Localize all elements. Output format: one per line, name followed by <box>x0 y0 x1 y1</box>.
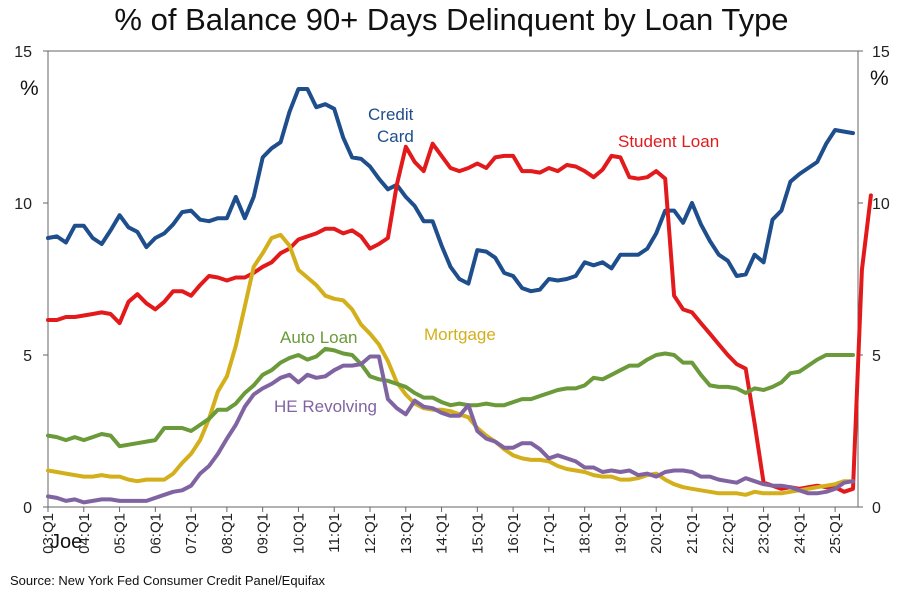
y-right-tick-label: 0 <box>872 500 881 517</box>
x-tick-label: 23:Q1 <box>756 513 773 554</box>
y-right-tick-label: 5 <box>872 348 881 365</box>
x-tick-label: 03:Q1 <box>40 513 57 554</box>
chart-title: % of Balance 90+ Days Delinquent by Loan… <box>114 2 789 37</box>
x-tick-label: 16:Q1 <box>505 513 522 554</box>
y-left-tick-label: 0 <box>23 500 32 517</box>
y-left-tick-label: 5 <box>23 348 32 365</box>
series-label-auto-loan: Auto Loan <box>280 328 358 347</box>
y-right-tick-label: 10 <box>872 196 890 213</box>
series-line-auto-loan <box>46 346 855 449</box>
series-label-he-revolving: HE Revolving <box>274 397 377 416</box>
series-line-credit-card <box>46 87 855 294</box>
x-tick-label: 05:Q1 <box>112 513 129 554</box>
x-tick-label: 13:Q1 <box>398 513 415 554</box>
credit-card-label-line1: Credit <box>368 105 414 124</box>
series-label-credit-card: Credit Card <box>368 105 414 146</box>
y-axis-left-unit: % <box>20 77 39 100</box>
stray-text: Joe <box>50 531 82 553</box>
series-lines <box>46 87 873 505</box>
x-tick-label: 21:Q1 <box>684 513 701 554</box>
x-tick-label: 19:Q1 <box>612 513 629 554</box>
y-axis-right-unit: % <box>870 67 889 90</box>
plot-frame <box>47 50 859 508</box>
y-axis-left: 0 5 10 15 <box>14 44 48 517</box>
x-tick-label: 17:Q1 <box>541 513 558 554</box>
x-tick-label: 25:Q1 <box>827 513 844 554</box>
x-tick-label: 22:Q1 <box>720 513 737 554</box>
x-tick-label: 18:Q1 <box>577 513 594 554</box>
series-label-student-loan: Student Loan <box>618 132 719 151</box>
credit-card-label-line2: Card <box>377 127 414 146</box>
x-tick-label: 04:Q1 <box>76 513 93 554</box>
y-axis-right: 0 5 10 15 <box>858 44 890 517</box>
x-tick-label: 14:Q1 <box>434 513 451 554</box>
x-tick-label: 06:Q1 <box>147 513 164 554</box>
x-tick-label: 11:Q1 <box>326 513 343 553</box>
series-label-mortgage: Mortgage <box>424 325 496 344</box>
x-tick-label: 07:Q1 <box>183 513 200 554</box>
y-left-tick-label: 15 <box>14 44 32 61</box>
series-line-student-loan <box>46 141 873 494</box>
x-tick-label: 10:Q1 <box>290 513 307 554</box>
x-tick-label: 09:Q1 <box>255 513 272 554</box>
series-line-he-revolving <box>46 354 855 505</box>
source-note: Source: New York Fed Consumer Credit Pan… <box>10 573 326 588</box>
series-line-mortgage <box>46 232 855 497</box>
x-tick-label: 15:Q1 <box>469 513 486 554</box>
x-tick-label: 12:Q1 <box>362 513 379 554</box>
y-left-tick-label: 10 <box>14 196 32 213</box>
x-tick-label: 24:Q1 <box>791 513 808 554</box>
x-tick-label: 08:Q1 <box>219 513 236 554</box>
x-axis: 03:Q1 04:Q1 05:Q1 06:Q1 07:Q1 08:Q1 09:Q1 10:Q1… <box>40 507 844 554</box>
x-tick-label: 20:Q1 <box>648 513 665 554</box>
y-right-tick-label: 15 <box>872 44 890 61</box>
